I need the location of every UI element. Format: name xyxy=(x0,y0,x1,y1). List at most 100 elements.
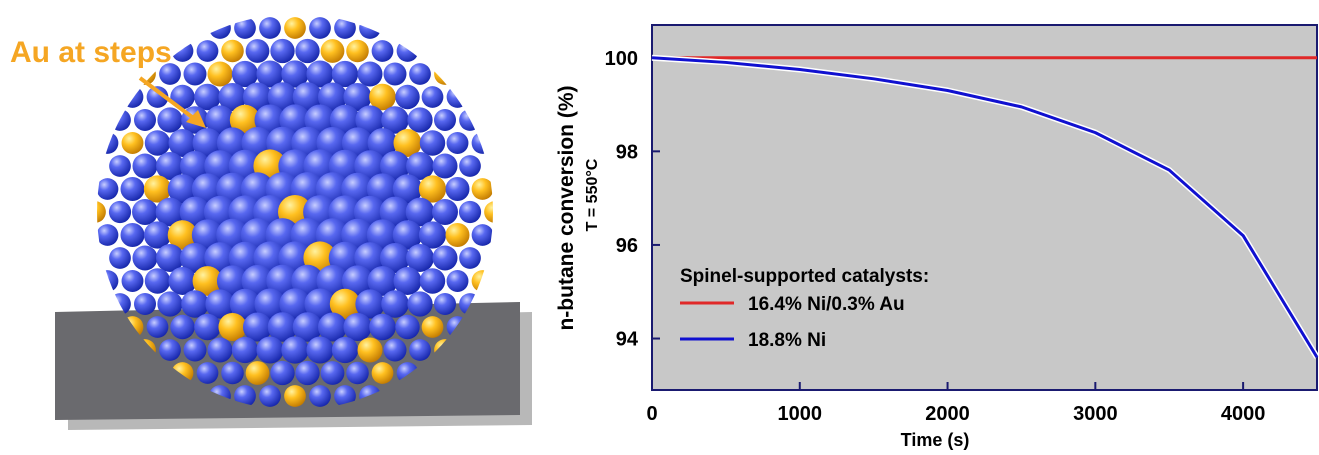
nickel-atom xyxy=(172,40,194,62)
nickel-atom xyxy=(147,316,169,338)
nickel-atom xyxy=(157,291,182,316)
nickel-atom xyxy=(232,337,258,363)
nickel-atom xyxy=(306,336,333,363)
nickel-atom xyxy=(246,39,270,63)
nickel-atom xyxy=(157,107,182,132)
nickel-atom xyxy=(407,291,432,316)
legend-title: Spinel-supported catalysts: xyxy=(680,266,929,287)
nickel-atom xyxy=(434,293,456,315)
nickel-atom xyxy=(207,337,232,362)
nickel-atom xyxy=(132,245,157,270)
illustration-label: Au at steps xyxy=(10,36,172,69)
nickel-atom xyxy=(295,361,319,385)
nickel-atom xyxy=(420,130,445,155)
nickel-atom xyxy=(372,40,394,62)
nickel-atom xyxy=(422,86,444,108)
nickel-atom xyxy=(472,132,494,154)
nickel-atom xyxy=(134,293,156,315)
nickel-atom xyxy=(369,314,396,341)
figure: Au at steps 94969810001000200030004000Ti… xyxy=(0,0,1319,455)
x-tick-label: 3000 xyxy=(1073,403,1118,425)
nickel-atom xyxy=(109,201,131,223)
nickel-atom xyxy=(459,201,481,223)
nickel-atom xyxy=(384,63,407,86)
nickel-atom xyxy=(409,63,431,85)
nickel-atom xyxy=(434,109,456,131)
nickel-atom xyxy=(381,290,409,318)
gold-atom xyxy=(284,385,306,407)
gold-atom xyxy=(472,270,494,292)
nickel-atom xyxy=(309,17,331,39)
nickel-atom xyxy=(270,361,294,385)
gold-atom xyxy=(221,40,244,63)
nickel-atom xyxy=(384,339,407,362)
gold-atom xyxy=(284,17,306,39)
nickel-atom xyxy=(432,245,457,270)
y-tick-label: 94 xyxy=(616,329,639,351)
annotation: T = 550°C xyxy=(584,158,601,231)
chart: 94969810001000200030004000Time (s)n-buta… xyxy=(555,25,1317,450)
nickel-atom xyxy=(121,177,145,201)
nickel-atom xyxy=(184,63,207,86)
nickel-atom xyxy=(97,270,119,292)
nickel-atom xyxy=(447,132,469,154)
x-tick-label: 2000 xyxy=(925,403,970,425)
nickel-atom xyxy=(221,362,244,385)
nickel-atom xyxy=(134,109,156,131)
gold-atom xyxy=(484,201,506,223)
y-tick-label: 100 xyxy=(605,48,638,70)
x-axis-label: Time (s) xyxy=(901,430,970,450)
nickel-atom xyxy=(259,17,281,39)
nickel-atom xyxy=(122,270,144,292)
nickel-atom xyxy=(259,385,281,407)
gold-atom xyxy=(446,223,470,247)
nickel-atom xyxy=(109,247,131,269)
nickel-atom xyxy=(472,224,494,246)
nickel-atom xyxy=(343,313,371,341)
gold-atom xyxy=(472,178,494,200)
nickel-atom xyxy=(122,86,144,108)
y-tick-label: 96 xyxy=(616,235,638,257)
nickel-atom xyxy=(357,61,382,86)
nickel-atom xyxy=(407,107,432,132)
nickel-atom xyxy=(97,132,119,154)
x-tick-label: 1000 xyxy=(778,403,823,425)
nickel-atom xyxy=(334,17,356,39)
nickel-atom xyxy=(409,339,431,361)
nickel-atom xyxy=(109,155,131,177)
nickel-atom xyxy=(397,40,419,62)
nickel-atom xyxy=(145,268,170,293)
nickel-atom xyxy=(209,17,231,39)
nickel-atom xyxy=(109,109,131,131)
nickel-atom xyxy=(234,17,256,39)
nickel-atom xyxy=(459,155,481,177)
nickel-atom xyxy=(459,247,481,269)
x-tick-label: 4000 xyxy=(1221,403,1266,425)
gold-atom xyxy=(357,337,382,362)
gold-atom xyxy=(84,201,106,223)
nickel-atom xyxy=(159,339,181,361)
nickel-atom xyxy=(420,268,445,293)
gold-atom xyxy=(321,39,345,63)
nickel-atom xyxy=(270,39,294,63)
nickel-atom xyxy=(346,362,369,385)
gold-atom xyxy=(207,61,232,86)
nickel-atom xyxy=(332,337,358,363)
nickel-atom xyxy=(395,85,419,109)
nickel-atom xyxy=(97,224,119,246)
nickel-atom xyxy=(321,361,345,385)
nickel-atom xyxy=(197,40,219,62)
legend-label: 16.4% Ni/0.3% Au xyxy=(748,294,905,315)
illustration: Au at steps xyxy=(10,17,532,430)
gold-atom xyxy=(372,362,394,384)
nickel-atom xyxy=(309,385,331,407)
nickel-atom xyxy=(184,339,207,362)
nickel-atom xyxy=(121,223,145,247)
nickel-atom xyxy=(170,315,194,339)
nickel-atom xyxy=(145,130,170,155)
nickel-atom xyxy=(281,336,308,363)
nickel-atom xyxy=(97,178,119,200)
y-tick-label: 98 xyxy=(616,141,638,163)
legend-label: 18.8% Ni xyxy=(748,330,826,351)
y-axis-label: n-butane conversion (%) xyxy=(555,85,578,330)
